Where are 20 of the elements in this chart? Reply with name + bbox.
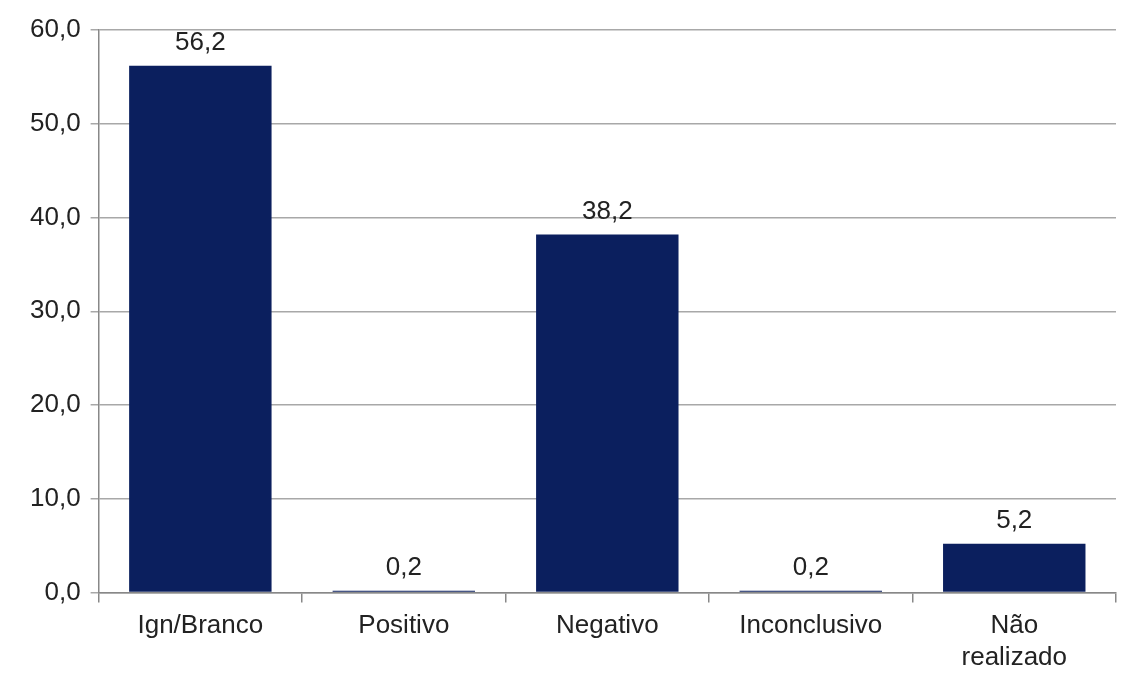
y-tick-label: 0,0	[44, 575, 81, 606]
data-label: 0,2	[792, 550, 829, 581]
data-label: 5,2	[996, 504, 1033, 535]
x-tick-label: Ign/Branco	[137, 609, 264, 640]
x-tick-label: Negativo	[555, 609, 659, 640]
y-tick-label: 50,0	[29, 106, 81, 137]
y-tick-label: 20,0	[29, 388, 81, 419]
data-label: 56,2	[175, 25, 226, 56]
x-tick-label: Inconclusivo	[739, 609, 883, 640]
y-tick-label: 60,0	[29, 13, 81, 44]
bar	[129, 65, 272, 592]
x-tick-label: Positivo	[358, 609, 450, 640]
data-label: 38,2	[582, 194, 633, 225]
y-tick-label: 40,0	[29, 200, 81, 231]
x-tick-label: Não realizado	[961, 609, 1068, 671]
y-tick-label: 30,0	[29, 294, 81, 325]
y-tick-label: 10,0	[29, 482, 81, 513]
data-label: 0,2	[385, 550, 422, 581]
bar	[943, 543, 1086, 592]
bar	[536, 234, 679, 592]
